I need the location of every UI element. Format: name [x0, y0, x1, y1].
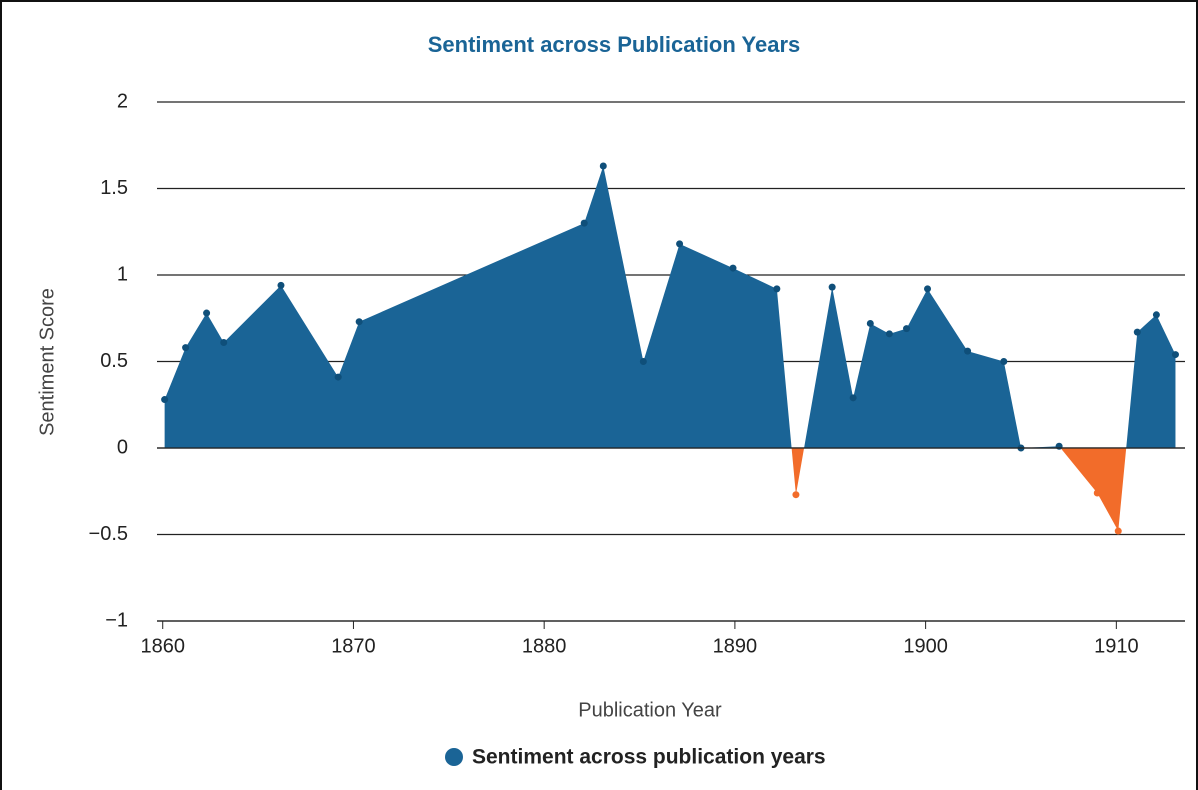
point — [1114, 527, 1122, 535]
point — [580, 219, 588, 227]
point — [277, 281, 285, 289]
x-tick-label: 1900 — [903, 635, 948, 657]
x-tick-label: 1890 — [713, 635, 758, 657]
point — [792, 491, 800, 499]
point — [1171, 351, 1179, 359]
point — [220, 338, 228, 346]
y-tick-label: 0.5 — [100, 350, 128, 372]
point — [334, 373, 342, 381]
area-negative — [164, 448, 1176, 532]
point — [849, 394, 857, 402]
area-positive — [164, 166, 1176, 448]
y-tick-label: 1.5 — [100, 177, 128, 199]
x-tick-label: 1870 — [331, 635, 376, 657]
point — [1133, 328, 1141, 336]
point — [903, 325, 911, 333]
y-tick-label: 0 — [117, 436, 128, 458]
point — [203, 309, 211, 317]
x-tick-label: 1910 — [1094, 635, 1139, 657]
point — [866, 319, 874, 327]
x-tick-label: 1880 — [522, 635, 567, 657]
legend-label: Sentiment across publication years — [472, 746, 826, 769]
y-tick-label: 1 — [117, 263, 128, 285]
point — [676, 240, 684, 248]
point — [1000, 358, 1008, 365]
point — [924, 285, 932, 293]
point — [1055, 442, 1063, 450]
point — [1152, 311, 1160, 319]
point — [182, 344, 190, 352]
point — [355, 318, 363, 326]
x-axis-label: Publication Year — [578, 699, 722, 721]
point — [828, 283, 836, 291]
y-tick-label: −1 — [105, 609, 128, 631]
point — [161, 396, 169, 404]
chart-title: Sentiment across Publication Years — [428, 32, 801, 57]
y-axis-label: Sentiment Score — [36, 288, 58, 436]
point — [885, 330, 893, 338]
legend-marker — [445, 748, 463, 766]
point — [729, 264, 737, 272]
x-tick-label: 1860 — [140, 635, 185, 657]
point — [1093, 489, 1101, 497]
y-tick-label: −0.5 — [89, 523, 128, 545]
point — [599, 162, 607, 170]
y-tick-label: 2 — [117, 90, 128, 112]
point — [964, 347, 972, 355]
point — [639, 358, 647, 365]
point — [773, 285, 781, 293]
